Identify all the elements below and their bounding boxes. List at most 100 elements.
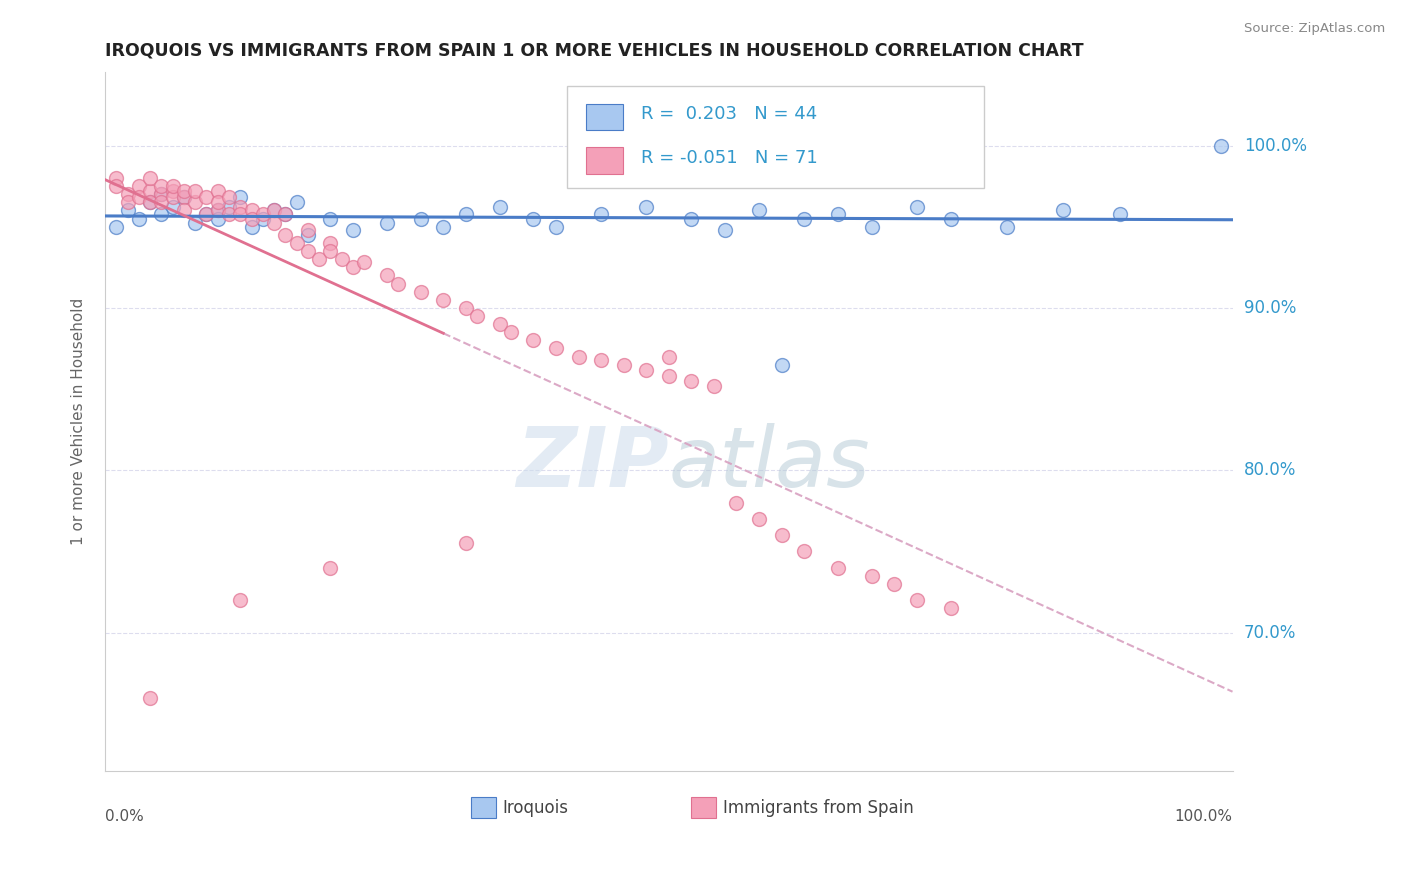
Point	[308, 252, 330, 267]
Point	[342, 260, 364, 275]
Point	[263, 203, 285, 218]
Point	[162, 200, 184, 214]
Point	[860, 219, 883, 234]
Point	[939, 211, 962, 226]
Point	[173, 203, 195, 218]
Point	[454, 207, 477, 221]
Point	[252, 207, 274, 221]
Point	[591, 352, 613, 367]
Point	[139, 171, 162, 186]
Point	[544, 342, 567, 356]
Point	[658, 369, 681, 384]
Point	[218, 200, 240, 214]
Point	[995, 219, 1018, 234]
Point	[409, 285, 432, 299]
Point	[793, 544, 815, 558]
Point	[860, 569, 883, 583]
Point	[252, 211, 274, 226]
Point	[240, 211, 263, 226]
Point	[128, 211, 150, 226]
Point	[681, 374, 703, 388]
Point	[454, 301, 477, 315]
Point	[454, 536, 477, 550]
Point	[150, 207, 173, 221]
Point	[375, 268, 398, 283]
Point	[770, 358, 793, 372]
Point	[274, 207, 297, 221]
Point	[117, 203, 139, 218]
Point	[285, 235, 308, 250]
Point	[218, 190, 240, 204]
Point	[342, 223, 364, 237]
Point	[714, 223, 737, 237]
Point	[207, 203, 229, 218]
Point	[636, 200, 658, 214]
Point	[793, 211, 815, 226]
Point	[207, 203, 229, 218]
Point	[488, 317, 510, 331]
Point	[1108, 207, 1130, 221]
Point	[229, 207, 252, 221]
Point	[522, 334, 544, 348]
Point	[319, 560, 342, 574]
Point	[105, 179, 128, 194]
Point	[229, 190, 252, 204]
Text: ZIP: ZIP	[516, 423, 669, 504]
Point	[207, 195, 229, 210]
Point	[883, 577, 905, 591]
Point	[274, 207, 297, 221]
Point	[297, 227, 319, 242]
Point	[567, 350, 589, 364]
Point	[240, 203, 263, 218]
Point	[319, 244, 342, 258]
Text: R = -0.051   N = 71: R = -0.051 N = 71	[641, 149, 817, 168]
Point	[218, 207, 240, 221]
Point	[319, 235, 342, 250]
Point	[703, 379, 725, 393]
Point	[263, 203, 285, 218]
Point	[139, 184, 162, 198]
Point	[229, 593, 252, 607]
Text: 0.0%: 0.0%	[105, 809, 143, 824]
Point	[128, 190, 150, 204]
Text: 80.0%: 80.0%	[1244, 461, 1296, 479]
Point	[1052, 203, 1074, 218]
Point	[150, 179, 173, 194]
Point	[387, 277, 409, 291]
Text: 100.0%: 100.0%	[1244, 136, 1306, 154]
Point	[173, 190, 195, 204]
Point	[409, 211, 432, 226]
Point	[173, 190, 195, 204]
Point	[207, 211, 229, 226]
Point	[184, 217, 207, 231]
Point	[128, 179, 150, 194]
Point	[319, 211, 342, 226]
Point	[150, 187, 173, 202]
Point	[162, 190, 184, 204]
Point	[150, 195, 173, 210]
Point	[240, 219, 263, 234]
Point	[939, 601, 962, 615]
Point	[274, 227, 297, 242]
Point	[195, 190, 218, 204]
Text: atlas: atlas	[669, 423, 870, 504]
Bar	[692, 797, 716, 818]
Point	[636, 362, 658, 376]
Point	[465, 309, 488, 323]
Text: R =  0.203   N = 44: R = 0.203 N = 44	[641, 105, 817, 123]
Point	[748, 512, 770, 526]
Point	[105, 171, 128, 186]
Point	[139, 690, 162, 705]
Point	[297, 244, 319, 258]
Point	[432, 293, 454, 307]
Point	[591, 207, 613, 221]
FancyBboxPatch shape	[567, 87, 984, 187]
Point	[150, 187, 173, 202]
Point	[432, 219, 454, 234]
Point	[522, 211, 544, 226]
Point	[184, 195, 207, 210]
Point	[499, 325, 522, 339]
Point	[285, 195, 308, 210]
Point	[748, 203, 770, 218]
Point	[263, 217, 285, 231]
